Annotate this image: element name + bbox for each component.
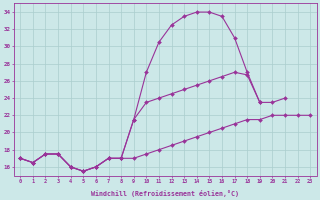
X-axis label: Windchill (Refroidissement éolien,°C): Windchill (Refroidissement éolien,°C)	[91, 190, 239, 197]
